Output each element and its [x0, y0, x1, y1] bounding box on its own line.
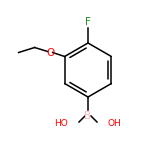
- Text: HO: HO: [54, 118, 68, 127]
- Text: OH: OH: [108, 118, 122, 127]
- Text: F: F: [85, 17, 91, 27]
- Text: B: B: [84, 111, 92, 121]
- Text: O: O: [46, 48, 55, 57]
